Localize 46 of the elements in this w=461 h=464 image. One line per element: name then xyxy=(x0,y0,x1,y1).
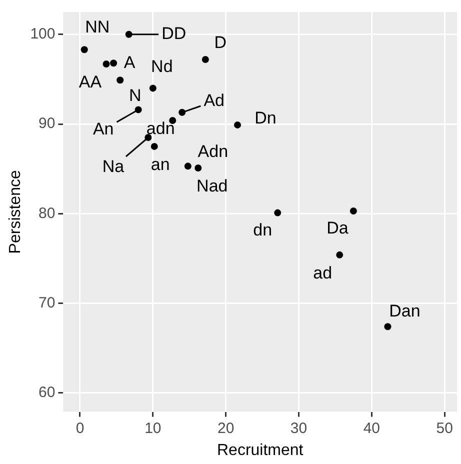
annotation: NN xyxy=(85,17,110,36)
annotation: DD xyxy=(162,24,186,44)
y-tick-label: 60 xyxy=(38,384,56,402)
point xyxy=(350,208,357,215)
annotation: Na xyxy=(102,157,125,176)
point xyxy=(336,251,344,258)
x-axis-title: Recruitment xyxy=(216,442,304,459)
y-tick-label: 70 xyxy=(38,294,56,312)
annotation: ad xyxy=(313,264,332,283)
annotation: Da xyxy=(326,218,349,238)
y-tick-label: 90 xyxy=(38,115,56,132)
annotation: adn xyxy=(146,119,175,138)
annotation: Nd xyxy=(151,56,173,76)
annotation: Nad xyxy=(196,176,228,196)
x-tick-label: 30 xyxy=(290,420,308,437)
annotation: AA xyxy=(78,72,102,92)
point xyxy=(202,56,209,64)
annotation: An xyxy=(92,119,114,138)
point xyxy=(80,46,88,54)
annotation: Dn xyxy=(254,108,276,128)
point xyxy=(194,164,202,172)
x-tick-label: 10 xyxy=(144,420,162,437)
annotation: N xyxy=(128,86,142,105)
annotation: A xyxy=(124,52,136,72)
point xyxy=(234,121,242,128)
annotation: an xyxy=(150,155,170,174)
point xyxy=(184,162,192,170)
y-axis-title: Persistence xyxy=(7,170,24,254)
point xyxy=(116,76,124,84)
x-tick-label: 40 xyxy=(363,420,380,437)
annotation: Dan xyxy=(389,301,420,320)
x-tick-label: 50 xyxy=(436,420,453,437)
point xyxy=(102,60,110,68)
annotation: dn xyxy=(253,220,272,240)
annotation: Ad xyxy=(204,91,224,110)
point xyxy=(149,84,156,92)
point xyxy=(150,142,158,150)
point xyxy=(384,323,392,330)
x-tick-label: 20 xyxy=(217,420,234,437)
y-tick-label: 80 xyxy=(38,204,56,222)
x-tick-label: 0 xyxy=(76,420,84,437)
y-tick-label: 100 xyxy=(30,26,56,43)
point xyxy=(274,209,282,216)
point xyxy=(110,60,118,67)
annotation: Adn xyxy=(198,142,228,161)
annotation: D xyxy=(214,33,227,52)
